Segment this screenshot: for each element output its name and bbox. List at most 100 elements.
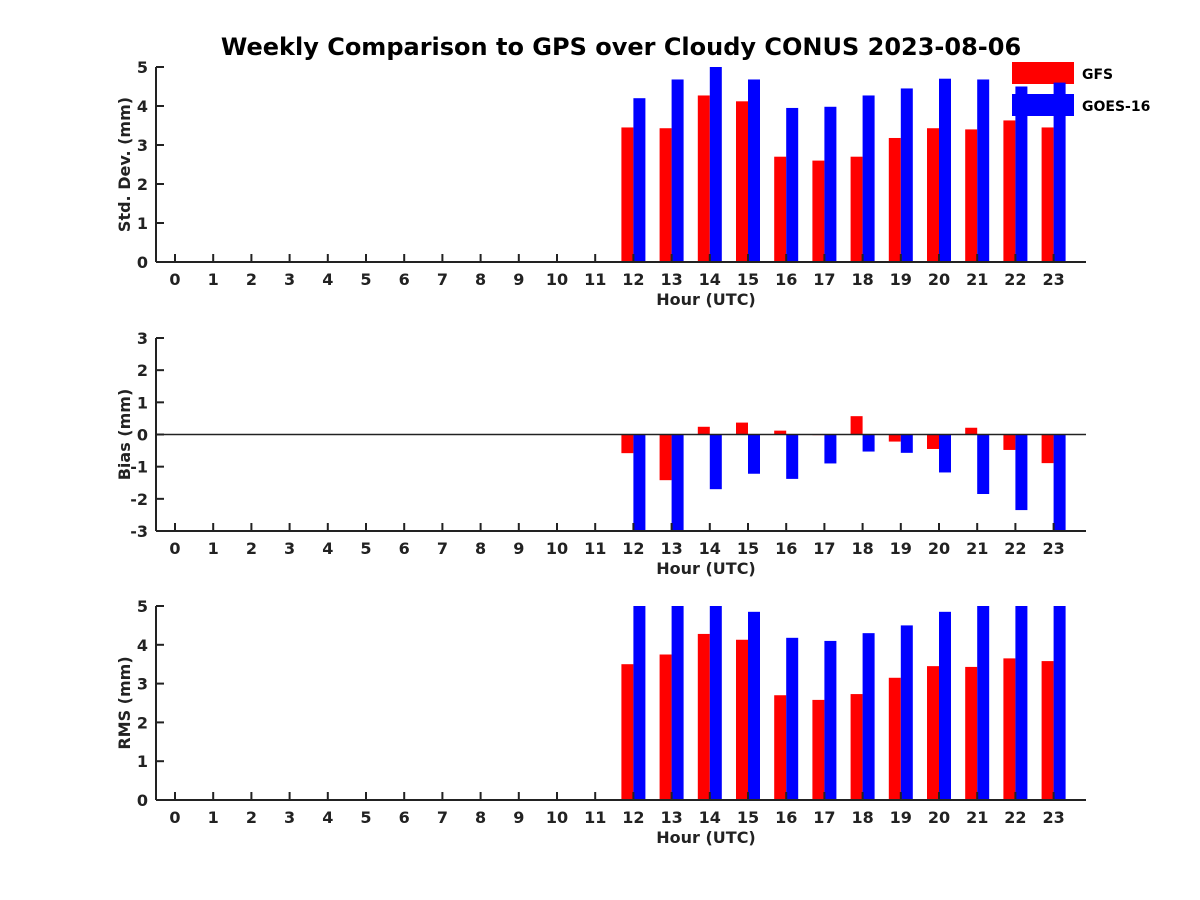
stddev-ytick-label: 4 <box>137 97 148 116</box>
stddev-bar-gfs-23 <box>1041 127 1054 262</box>
rms-xtick-label: 3 <box>284 808 295 827</box>
rms-bar-goes16-19 <box>900 625 913 800</box>
bias-xtick-label: 13 <box>660 539 682 558</box>
rms-xtick-label: 23 <box>1042 808 1064 827</box>
bias-xtick-label: 21 <box>966 539 988 558</box>
bias-bar-gfs-15 <box>736 422 748 435</box>
rms-xtick-label: 17 <box>813 808 835 827</box>
stddev-bar-goes16-21 <box>977 79 990 262</box>
legend-swatch-gfs <box>1012 62 1074 84</box>
stddev-bar-goes16-13 <box>671 79 684 262</box>
bias-y-axis-label: Bias (mm) <box>115 389 134 481</box>
bias-bar-gfs-13 <box>659 434 672 481</box>
rms-bar-gfs-12 <box>621 664 634 800</box>
rms-xtick-label: 19 <box>890 808 912 827</box>
legend: GFS GOES-16 <box>1012 62 1150 116</box>
stddev-bar-goes16-14 <box>709 67 722 262</box>
bias-bar-gfs-18 <box>850 416 863 435</box>
rms-xtick-label: 14 <box>699 808 721 827</box>
bias-xtick-label: 9 <box>513 539 524 558</box>
bias-ytick-label: -1 <box>130 458 148 477</box>
bias-bar-goes16-17 <box>824 434 837 464</box>
stddev-bar-gfs-16 <box>774 156 787 262</box>
stddev-xtick-label: 3 <box>284 270 295 289</box>
stddev-ytick-label: 0 <box>137 253 148 272</box>
bias-xtick-label: 22 <box>1004 539 1026 558</box>
bias-xtick-label: 1 <box>208 539 219 558</box>
stddev-xtick-label: 20 <box>928 270 950 289</box>
stddev-bar-goes16-15 <box>748 79 760 262</box>
stddev-xtick-label: 2 <box>246 270 257 289</box>
rms-xtick-label: 9 <box>513 808 524 827</box>
bias-xtick-label: 5 <box>360 539 371 558</box>
bias-xtick-label: 2 <box>246 539 257 558</box>
stddev-xtick-label: 13 <box>660 270 682 289</box>
stddev-bar-gfs-19 <box>888 137 901 262</box>
rms-bar-gfs-21 <box>965 666 978 800</box>
bias-ytick-label: -3 <box>130 522 148 541</box>
bias-ytick-label: -2 <box>130 490 148 509</box>
stddev-ytick-label: 5 <box>137 58 148 77</box>
stddev-bar-goes16-19 <box>900 88 913 262</box>
stddev-xtick-label: 6 <box>399 270 410 289</box>
stddev-bar-goes16-20 <box>939 78 951 262</box>
stddev-bar-goes16-23 <box>1053 82 1066 262</box>
bias-bar-goes16-23 <box>1053 434 1066 531</box>
stddev-bar-gfs-22 <box>1003 120 1016 263</box>
stddev-bar-goes16-16 <box>786 107 799 262</box>
rms-ytick-label: 4 <box>137 636 148 655</box>
rms-ytick-label: 2 <box>137 713 148 732</box>
rms-bar-goes16-17 <box>824 640 837 800</box>
rms-bar-gfs-19 <box>888 677 901 800</box>
bias-xtick-label: 10 <box>546 539 568 558</box>
rms-xtick-label: 10 <box>546 808 568 827</box>
stddev-xtick-label: 14 <box>699 270 721 289</box>
rms-bar-gfs-20 <box>927 666 939 800</box>
stddev-xtick-label: 22 <box>1004 270 1026 289</box>
bias-xtick-label: 8 <box>475 539 486 558</box>
rms-x-axis-label: Hour (UTC) <box>656 828 756 847</box>
bias-xtick-label: 3 <box>284 539 295 558</box>
bias-xtick-label: 0 <box>169 539 180 558</box>
bias-xtick-label: 19 <box>890 539 912 558</box>
stddev-xtick-label: 10 <box>546 270 568 289</box>
rms-xtick-label: 21 <box>966 808 988 827</box>
bias-ytick-label: 0 <box>137 426 148 445</box>
rms-xtick-label: 13 <box>660 808 682 827</box>
rms-xtick-label: 7 <box>437 808 448 827</box>
rms-xtick-label: 11 <box>584 808 606 827</box>
stddev-x-axis-label: Hour (UTC) <box>656 290 756 309</box>
stddev-xtick-label: 19 <box>890 270 912 289</box>
bias-bar-gfs-23 <box>1041 434 1054 464</box>
rms-xtick-label: 8 <box>475 808 486 827</box>
bias-bar-goes16-22 <box>1015 434 1028 511</box>
stddev-xtick-label: 0 <box>169 270 180 289</box>
rms-xtick-label: 15 <box>737 808 759 827</box>
bias-xtick-label: 17 <box>813 539 835 558</box>
rms-bar-gfs-18 <box>850 694 863 800</box>
rms-bar-goes16-14 <box>709 606 722 800</box>
rms-bar-gfs-17 <box>812 699 825 800</box>
bias-bar-goes16-18 <box>862 434 875 452</box>
bias-bar-goes16-13 <box>671 434 684 531</box>
bias-bar-gfs-20 <box>927 434 939 449</box>
stddev-xtick-label: 1 <box>208 270 219 289</box>
bias-xtick-label: 11 <box>584 539 606 558</box>
bias-ytick-label: 3 <box>137 329 148 348</box>
bias-ytick-label: 2 <box>137 361 148 380</box>
rms-bar-goes16-23 <box>1053 606 1066 800</box>
stddev-xtick-label: 11 <box>584 270 606 289</box>
bias-bar-goes16-16 <box>786 434 799 479</box>
stddev-xtick-label: 17 <box>813 270 835 289</box>
bias-bar-goes16-21 <box>977 434 990 495</box>
rms-ytick-label: 3 <box>137 675 148 694</box>
stddev-bar-goes16-17 <box>824 106 837 262</box>
bias-xtick-label: 15 <box>737 539 759 558</box>
bias-bar-gfs-16 <box>774 430 787 435</box>
rms-bar-gfs-23 <box>1041 661 1054 800</box>
stddev-bar-gfs-18 <box>850 156 863 262</box>
bias-bar-goes16-15 <box>748 434 760 474</box>
bias-bar-gfs-14 <box>697 426 710 435</box>
